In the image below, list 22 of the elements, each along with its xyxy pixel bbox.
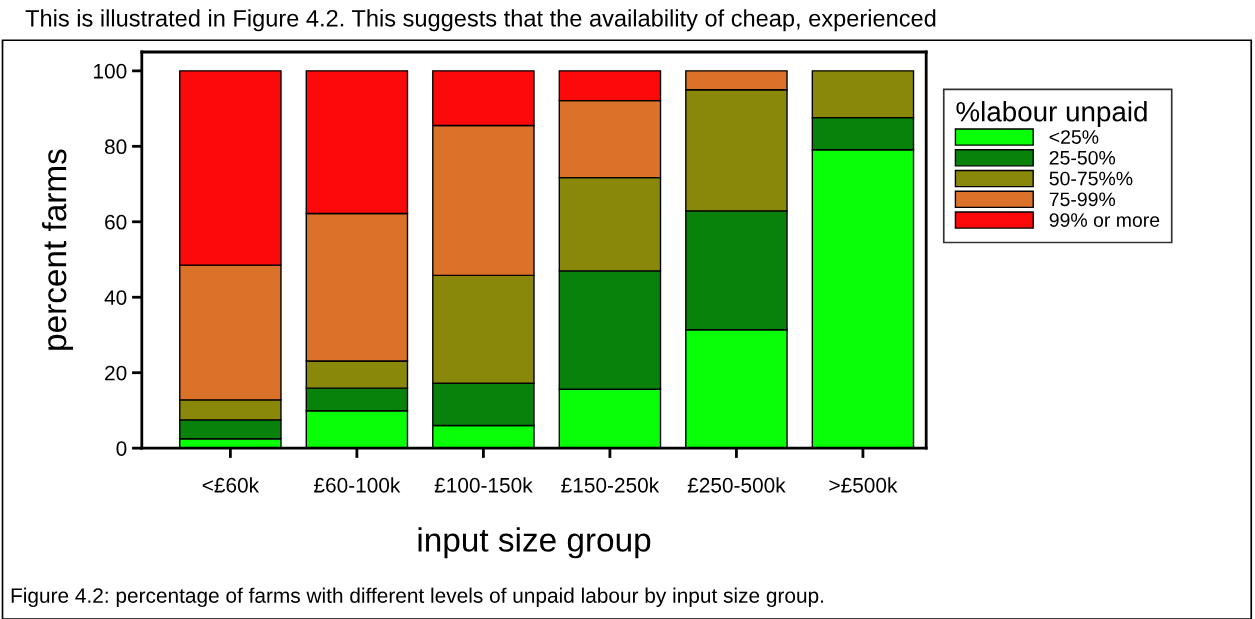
legend-label: 50-75%% bbox=[1049, 171, 1133, 186]
x-tick-label: <£60k bbox=[202, 477, 260, 493]
y-tick-label: 100 bbox=[94, 63, 127, 79]
x-tick-label: >£500k bbox=[829, 477, 898, 493]
x-tick-label: £150-250k bbox=[561, 477, 660, 493]
legend-title: %labour unpaid bbox=[956, 101, 1147, 128]
caption: Figure 4.2: percentage of farms with different levels of unpaid labour by input size group. bbox=[11, 587, 824, 608]
y-tick-label: 0 bbox=[116, 441, 127, 456]
x-tick-label: £60-100k bbox=[314, 477, 401, 493]
x-tick-label: £100-150k bbox=[434, 477, 533, 493]
x-tick-label: £250-500k bbox=[687, 477, 786, 493]
legend-label: 99% or more bbox=[1049, 213, 1160, 227]
y-axis-title: percent farms bbox=[41, 149, 74, 350]
x-axis-title: input size group bbox=[418, 527, 651, 559]
text: This is illustrated in Figure 4.2. This suggests that the availability of cheap, experienced bbox=[25, 9, 936, 32]
y-tick-label: 60 bbox=[105, 214, 127, 230]
y-tick-label: 80 bbox=[104, 139, 127, 155]
legend-label: <25% bbox=[1049, 130, 1099, 144]
legend-label: 25-50% bbox=[1049, 150, 1116, 165]
legend-label: 75-99% bbox=[1049, 192, 1116, 207]
y-tick-label: 20 bbox=[105, 365, 127, 381]
y-tick-label: 40 bbox=[104, 290, 127, 305]
